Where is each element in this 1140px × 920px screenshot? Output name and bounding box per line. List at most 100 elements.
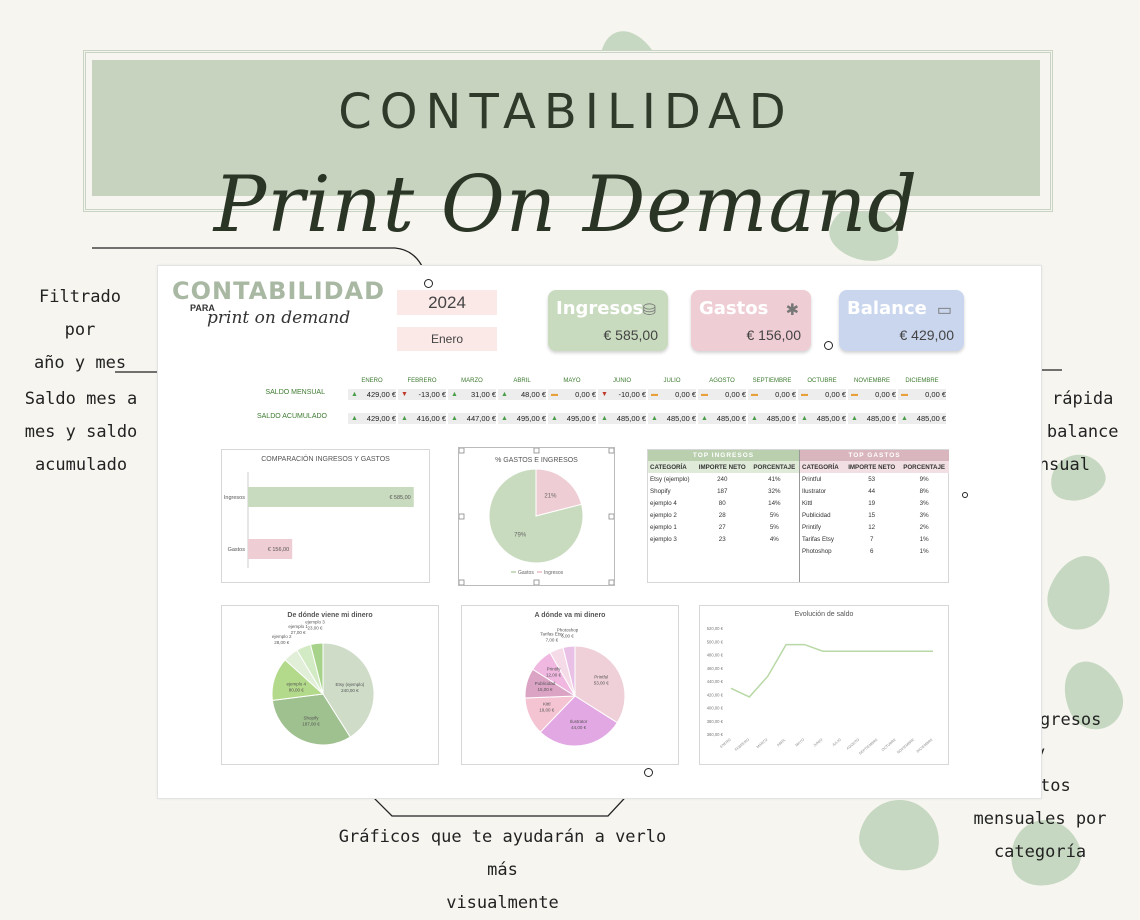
table-cell: 1% [919, 547, 929, 555]
saldo-mensual-cell: ▲ 48,00 € [498, 389, 546, 400]
data-label: € 585,00 [389, 495, 410, 501]
month-header: NOVIEMBRE [853, 378, 890, 384]
month-header: FEBRERO [407, 378, 437, 384]
table-cell: Tarifas Etsy [802, 535, 834, 543]
saldo-acumulado-cell: ▲ 447,00 € [448, 413, 496, 424]
percent-pie-panel[interactable]: % GASTOS E INGRESOS 21% 79% Gastos Ingresos [458, 447, 615, 586]
pie-slice [539, 695, 618, 747]
saldo-mensual-cell: ▬ 0,00 € [698, 389, 746, 400]
table-cell: 240 [717, 475, 728, 483]
chart-title: % GASTOS E INGRESOS [495, 457, 578, 464]
top-gastos-table: TOP GASTOS CATEGORÍA IMPORTE NETO PORCENTA… [799, 450, 949, 582]
data-label: € 156,00 [268, 547, 289, 553]
legend-label: Gastos [518, 570, 534, 576]
trend-up-icon: ▲ [551, 415, 558, 422]
cell-value: 485,00 € [616, 414, 646, 423]
saldo-acumulado-cell: ▲ 485,00 € [598, 413, 646, 424]
tag-icon: ✱ [785, 302, 799, 319]
resize-handle [459, 513, 465, 520]
table-cell: 5% [769, 511, 779, 519]
legend-swatch [537, 571, 542, 573]
saldo-acumulado-cell: ▲ 485,00 € [798, 413, 846, 424]
gastos-card-label: Gastos [699, 298, 769, 319]
table-cell: Etsy (ejemplo) [650, 475, 690, 483]
table-cell: Printify [802, 523, 821, 531]
cell-value: 485,00 € [816, 414, 846, 423]
legend-swatch [511, 571, 516, 573]
table-row: Ilustrator 44 8% [800, 485, 949, 497]
trend-up-icon: ▲ [451, 391, 458, 398]
table-cell: 2% [919, 523, 929, 531]
year-filter[interactable]: 2024 [397, 290, 497, 315]
x-tick-label: NOVIEMBRE [896, 737, 916, 754]
chart-title: A dónde va mi dinero [534, 612, 606, 619]
table-cell: 187 [717, 487, 728, 495]
cell-value: 0,00 € [875, 390, 896, 399]
month-header: ENERO [361, 378, 383, 384]
line-chart-panel: Evolución de saldo 360,00 € 380,00 € 400,0… [699, 605, 949, 765]
money-icon: ▭ [936, 302, 952, 319]
annotation-balance: Saldo mes a mes y saldo acumulado [18, 383, 144, 482]
bar [248, 539, 293, 559]
saldo-acumulado-cell: ▲ 485,00 € [898, 413, 946, 424]
table-cell: ejemplo 2 [650, 511, 677, 519]
month-filter[interactable]: Enero [397, 327, 497, 351]
data-label: Printify [547, 667, 562, 672]
month-header: SEPTIEMBRE [752, 378, 792, 384]
table-row: Tarifas Etsy 7 1% [800, 533, 949, 545]
table-cell: 53 [868, 475, 876, 483]
column-header: IMPORTE NETO [694, 461, 750, 473]
table-cell: Photoshop [802, 547, 832, 555]
saldo-mensual-cell: ▲ 31,00 € [448, 389, 496, 400]
table-cell: ejemplo 1 [650, 523, 677, 531]
cell-value: 0,00 € [825, 390, 846, 399]
trend-flat-icon: ▬ [551, 391, 558, 398]
saldo-acumulado-cell: ▲ 495,00 € [498, 413, 546, 424]
month-header: MAYO [563, 378, 581, 384]
bar-chart: Ingresos € 585,00 Gastos € 156,00 [224, 472, 414, 568]
saldo-acumulado-cell: ▲ 416,00 € [398, 413, 446, 424]
table-cell: 9% [919, 475, 929, 483]
table-row: ejemplo 2 28 5% [648, 509, 799, 521]
data-label: 187,00 € [302, 721, 320, 726]
cell-value: 0,00 € [775, 390, 796, 399]
trend-up-icon: ▲ [501, 391, 508, 398]
data-label: 19,00 € [539, 708, 555, 713]
top-tables-panel: TOP INGRESOS CATEGORÍA IMPORTE NETO PORCEN… [647, 449, 949, 583]
cell-value: 0,00 € [575, 390, 596, 399]
y-tick-label: 420,00 € [707, 692, 724, 697]
table-row: ejemplo 3 23 4% [648, 533, 799, 545]
table-row: Photoshop 6 1% [800, 545, 949, 557]
percent-pie-chart: 21% 79% Gastos Ingresos [459, 448, 614, 585]
x-tick-label: MAYO [795, 738, 806, 748]
table-cell: 41% [768, 475, 781, 483]
saldo-acumulado-cell: ▲ 485,00 € [748, 413, 796, 424]
data-label: Kittl [543, 702, 551, 707]
trend-up-icon: ▲ [601, 415, 608, 422]
cell-value: 0,00 € [675, 390, 696, 399]
data-label: 6,00 € [561, 633, 574, 638]
data-label: 27,00 € [291, 630, 307, 635]
x-tick-label: ENERO [719, 738, 732, 749]
saldo-acumulado-cell: ▲ 485,00 € [848, 413, 896, 424]
trend-up-icon: ▲ [651, 415, 658, 422]
annotation-line: Filtrado por [39, 287, 121, 340]
annotation-charts: Gráficos que te ayudarán a verlo más vis… [330, 821, 675, 920]
y-tick-label: 400,00 € [707, 706, 724, 711]
table-row: Publicidad 15 3% [800, 509, 949, 521]
cell-value: 48,00 € [520, 390, 546, 399]
trend-up-icon: ▲ [351, 415, 358, 422]
cell-value: 416,00 € [416, 414, 446, 423]
top-gastos-title: TOP GASTOS [800, 450, 949, 461]
cell-value: 495,00 € [516, 414, 546, 423]
column-header: CATEGORÍA [800, 461, 845, 473]
table-header-row: CATEGORÍA IMPORTE NETO PORCENTAJE [800, 461, 949, 473]
annotation-line: año y mes [33, 353, 127, 373]
table-row: Etsy (ejemplo) 240 41% [648, 473, 799, 485]
x-tick-label: AGOSTO [846, 738, 860, 751]
month-header: JULIO [663, 378, 681, 384]
category-label: Ingresos [224, 495, 245, 501]
annotation-dot [962, 492, 968, 498]
table-cell: 1% [919, 535, 929, 543]
